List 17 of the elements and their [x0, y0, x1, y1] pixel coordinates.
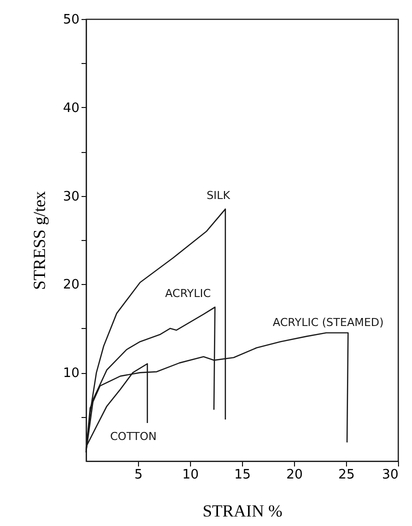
annotation: ACRYLIC	[165, 287, 212, 300]
x-tick-label: 30	[382, 468, 398, 482]
x-tick-label: 10	[182, 468, 199, 482]
x-tick-label: 5	[134, 468, 143, 482]
y-axis-title: STRESS g/tex	[30, 190, 49, 290]
x-tick-label: 20	[286, 468, 303, 482]
annotation: COTTON	[110, 430, 157, 443]
x-tick-label: 25	[338, 468, 355, 482]
annotation: SILK	[206, 189, 231, 202]
y-tick-label: 40	[62, 100, 80, 116]
annotation: ACRYLIC (STEAMED)	[272, 316, 384, 329]
y-tick-label: 10	[62, 366, 80, 382]
x-axis-title: STRAIN %	[202, 502, 282, 520]
y-tick-label: 50	[62, 12, 80, 28]
y-tick-label: 20	[62, 278, 80, 293]
x-tick-label: 15	[234, 468, 251, 482]
y-tick-label: 30	[62, 189, 80, 204]
